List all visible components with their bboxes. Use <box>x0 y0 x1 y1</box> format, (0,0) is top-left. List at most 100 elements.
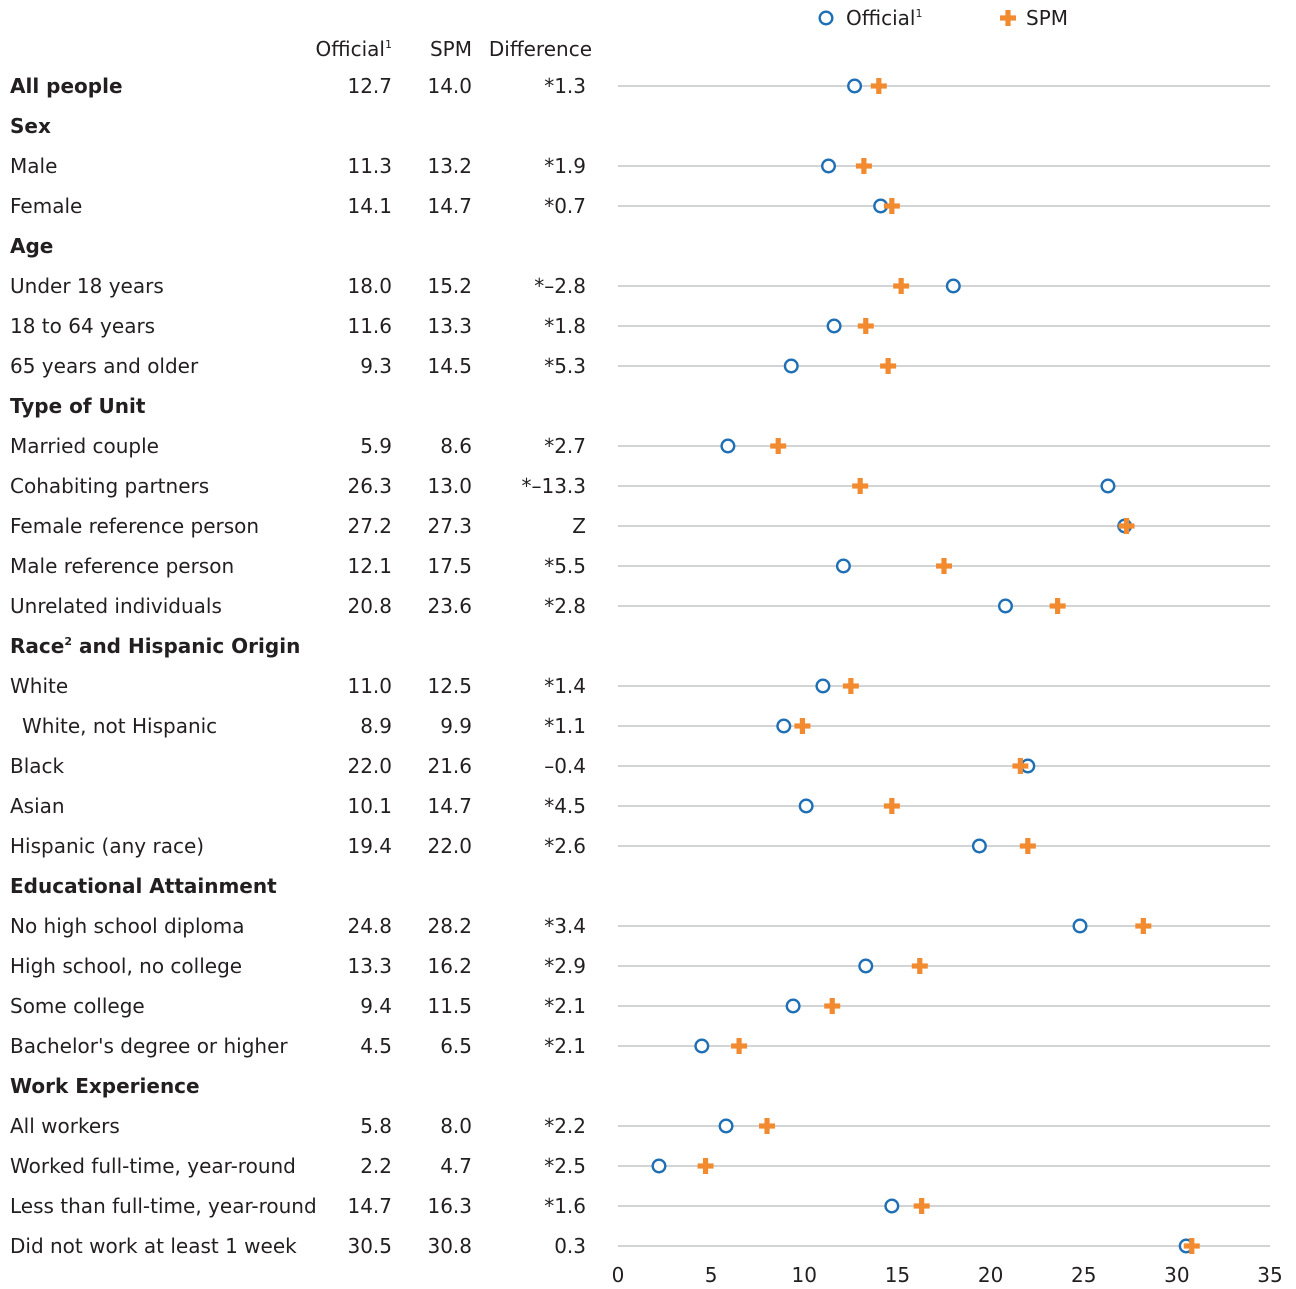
difference-value: *2.6 <box>544 834 586 858</box>
spm-point <box>936 558 952 574</box>
official-value: 30.5 <box>347 1234 392 1258</box>
official-point <box>835 558 851 574</box>
row-label: Female <box>10 194 83 218</box>
difference-value: 0.3 <box>554 1234 586 1258</box>
difference-value: *1.1 <box>544 714 586 738</box>
column-header-official-label: Official <box>315 37 385 61</box>
row-label: Under 18 years <box>10 274 164 298</box>
spm-point <box>880 358 897 374</box>
spm-value: 23.6 <box>427 594 472 618</box>
row-label: Did not work at least 1 week <box>10 1234 297 1258</box>
difference-value: Z <box>572 514 586 538</box>
x-tick-label: 15 <box>885 1263 910 1287</box>
difference-value: *–13.3 <box>521 474 586 498</box>
official-value: 14.1 <box>347 194 392 218</box>
official-point <box>798 798 814 814</box>
spm-point <box>855 158 872 174</box>
row-label: White <box>10 674 69 698</box>
difference-value: *1.9 <box>544 154 586 178</box>
spm-point <box>824 998 841 1014</box>
official-value: 2.2 <box>360 1154 392 1178</box>
official-value: 26.3 <box>347 474 392 498</box>
official-point <box>785 998 801 1014</box>
spm-point <box>857 318 874 334</box>
official-point <box>1100 478 1116 494</box>
x-tick-label: 0 <box>612 1263 625 1287</box>
spm-point <box>1183 1238 1200 1254</box>
spm-value: 14.7 <box>427 794 472 818</box>
row-label: No high school diploma <box>10 914 245 938</box>
row-label: Bachelor's degree or higher <box>10 1034 288 1058</box>
official-point <box>720 438 736 454</box>
spm-value: 28.2 <box>427 914 472 938</box>
official-value: 18.0 <box>347 274 392 298</box>
official-point <box>847 78 863 94</box>
official-value: 11.6 <box>347 314 392 338</box>
difference-value: *5.5 <box>544 554 586 578</box>
official-value: 8.9 <box>360 714 392 738</box>
section-heading: Educational Attainment <box>10 874 277 898</box>
difference-value: *0.7 <box>544 194 586 218</box>
difference-value: *1.4 <box>544 674 586 698</box>
spm-point <box>1012 758 1029 774</box>
difference-value: –0.4 <box>544 754 586 778</box>
row-label: Asian <box>10 794 65 818</box>
row-label: 65 years and older <box>10 354 199 378</box>
spm-value: 6.5 <box>440 1034 472 1058</box>
spm-point <box>759 1118 776 1134</box>
row-label: Worked full-time, year-round <box>10 1154 296 1178</box>
official-value: 27.2 <box>347 514 392 538</box>
spm-point <box>870 78 887 94</box>
row-label: Male reference person <box>10 554 235 578</box>
official-value: 22.0 <box>347 754 392 778</box>
x-tick-label: 5 <box>705 1263 718 1287</box>
spm-point <box>697 1158 714 1174</box>
official-point <box>858 958 874 974</box>
row-label: Less than full-time, year-round <box>10 1194 317 1218</box>
x-tick-label: 20 <box>978 1263 1003 1287</box>
x-tick-label: 25 <box>1071 1263 1096 1287</box>
official-point <box>997 598 1013 614</box>
spm-value: 22.0 <box>427 834 472 858</box>
spm-value: 8.0 <box>440 1114 472 1138</box>
spm-point <box>893 278 910 294</box>
legend-spm-label: SPM <box>1026 6 1069 30</box>
spm-value: 11.5 <box>427 994 472 1018</box>
official-value: 24.8 <box>347 914 392 938</box>
spm-point <box>852 478 869 494</box>
official-point <box>718 1118 734 1134</box>
legend-official-marker <box>818 10 834 26</box>
official-point <box>776 718 792 734</box>
spm-value: 17.5 <box>427 554 472 578</box>
row-label: Unrelated individuals <box>10 594 222 618</box>
difference-value: *1.8 <box>544 314 586 338</box>
row-label: Black <box>10 754 65 778</box>
row-label: 18 to 64 years <box>10 314 156 338</box>
spm-point <box>731 1038 748 1054</box>
row-label: All people <box>10 74 123 98</box>
spm-value: 12.5 <box>427 674 472 698</box>
official-point <box>1072 918 1088 934</box>
official-value: 10.1 <box>347 794 392 818</box>
spm-value: 14.5 <box>427 354 472 378</box>
official-value: 9.3 <box>360 354 392 378</box>
spm-value: 16.2 <box>427 954 472 978</box>
row-label: Male <box>10 154 58 178</box>
spm-value: 9.9 <box>440 714 472 738</box>
official-value: 13.3 <box>347 954 392 978</box>
official-value: 5.8 <box>360 1114 392 1138</box>
section-heading: Work Experience <box>10 1074 200 1098</box>
difference-value: *4.5 <box>544 794 586 818</box>
official-point <box>945 278 961 294</box>
spm-point <box>913 1198 930 1214</box>
spm-value: 27.3 <box>427 514 472 538</box>
row-label: White, not Hispanic <box>22 714 218 738</box>
section-heading: Type of Unit <box>10 394 146 418</box>
spm-value: 4.7 <box>440 1154 472 1178</box>
difference-value: *2.5 <box>544 1154 586 1178</box>
difference-value: *2.7 <box>544 434 586 458</box>
row-label: All workers <box>10 1114 120 1138</box>
row-label: Married couple <box>10 434 159 458</box>
legend-official: Official1 <box>846 6 922 34</box>
row-label: Female reference person <box>10 514 260 538</box>
